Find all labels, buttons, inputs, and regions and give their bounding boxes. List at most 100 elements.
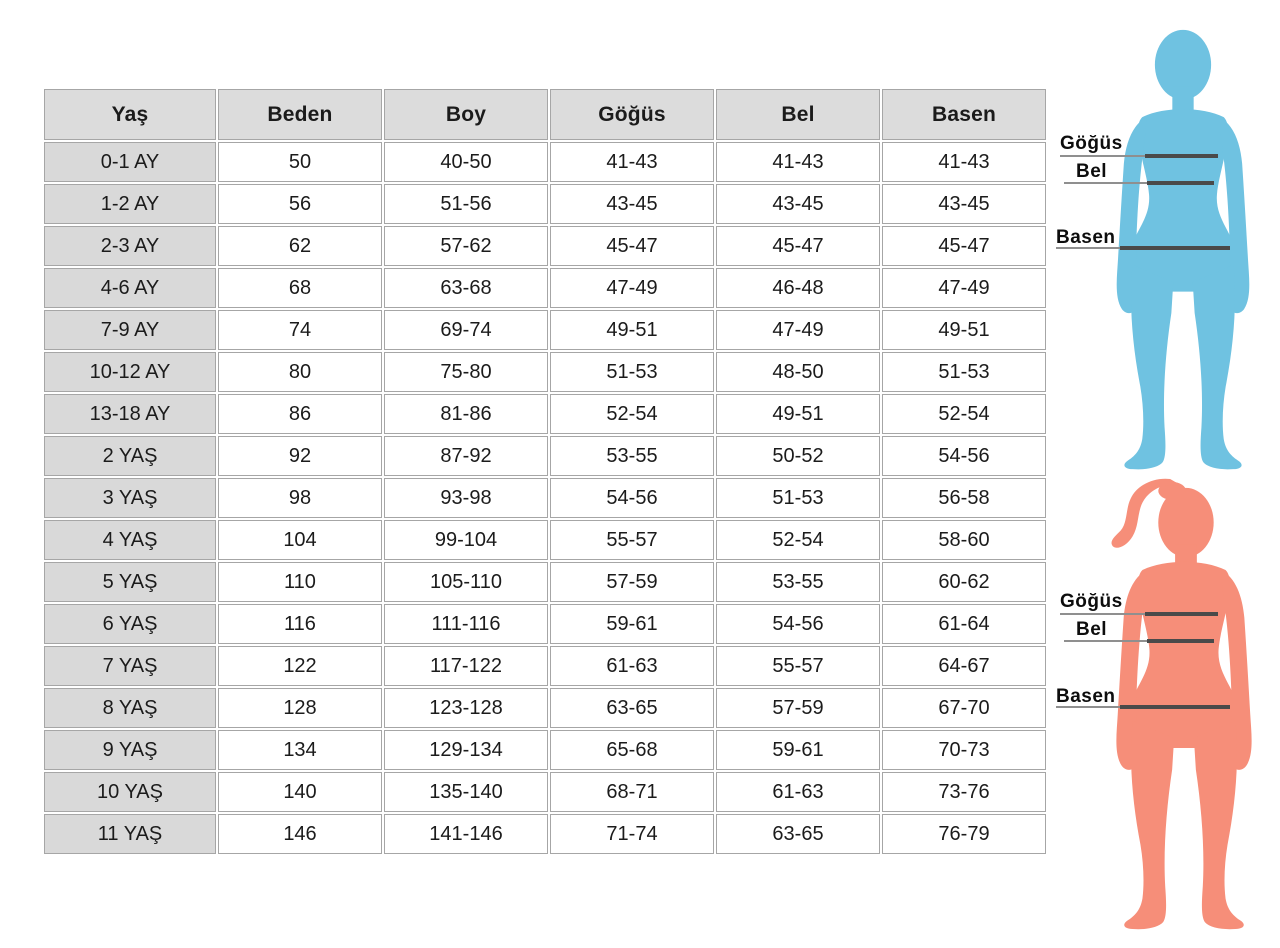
row-label-cell: 3 YAŞ xyxy=(44,478,216,518)
figures-panel: Göğüs Bel Basen Göğüs Bel Basen xyxy=(1050,0,1280,948)
data-cell: 45-47 xyxy=(882,226,1046,266)
data-cell: 53-55 xyxy=(716,562,880,602)
girl-chest-thin-line xyxy=(1060,613,1145,615)
data-cell: 105-110 xyxy=(384,562,548,602)
data-cell: 99-104 xyxy=(384,520,548,560)
data-cell: 61-63 xyxy=(716,772,880,812)
data-cell: 146 xyxy=(218,814,382,854)
girl-silhouette-icon xyxy=(1111,478,1252,930)
data-cell: 43-45 xyxy=(550,184,714,224)
data-cell: 122 xyxy=(218,646,382,686)
data-cell: 141-146 xyxy=(384,814,548,854)
data-cell: 128 xyxy=(218,688,382,728)
data-cell: 43-45 xyxy=(882,184,1046,224)
table-row: 0-1 AY 50 40-50 41-43 41-43 41-43 xyxy=(44,142,1046,182)
boy-chest-thin-line xyxy=(1060,155,1145,157)
data-cell: 59-61 xyxy=(550,604,714,644)
table-row: 5 YAŞ 110 105-110 57-59 53-55 60-62 xyxy=(44,562,1046,602)
data-cell: 63-65 xyxy=(550,688,714,728)
table-row: 2 YAŞ 92 87-92 53-55 50-52 54-56 xyxy=(44,436,1046,476)
header-cell: Beden xyxy=(218,89,382,140)
data-cell: 117-122 xyxy=(384,646,548,686)
boy-chest-measure-line xyxy=(1145,154,1218,158)
data-cell: 52-54 xyxy=(550,394,714,434)
girl-chest-measure-line xyxy=(1145,612,1218,616)
row-label-cell: 1-2 AY xyxy=(44,184,216,224)
boy-waist-measure-line xyxy=(1147,181,1214,185)
table-row: 9 YAŞ 134 129-134 65-68 59-61 70-73 xyxy=(44,730,1046,770)
girl-waist-thin-line xyxy=(1064,640,1147,642)
data-cell: 60-62 xyxy=(882,562,1046,602)
data-cell: 56 xyxy=(218,184,382,224)
data-cell: 45-47 xyxy=(550,226,714,266)
data-cell: 52-54 xyxy=(716,520,880,560)
row-label-cell: 2-3 AY xyxy=(44,226,216,266)
table-row: 2-3 AY 62 57-62 45-47 45-47 45-47 xyxy=(44,226,1046,266)
boy-waist-label: Bel xyxy=(1076,161,1108,182)
table-row: 11 YAŞ 146 141-146 71-74 63-65 76-79 xyxy=(44,814,1046,854)
table-row: 3 YAŞ 98 93-98 54-56 51-53 56-58 xyxy=(44,478,1046,518)
data-cell: 68-71 xyxy=(550,772,714,812)
data-cell: 87-92 xyxy=(384,436,548,476)
header-row: Yaş Beden Boy Göğüs Bel Basen xyxy=(44,89,1046,140)
data-cell: 73-76 xyxy=(882,772,1046,812)
size-chart-table: Yaş Beden Boy Göğüs Bel Basen 0-1 AY 50 40-50 41… xyxy=(42,87,1048,856)
girl-hip-measure-line xyxy=(1120,705,1230,709)
data-cell: 57-59 xyxy=(716,688,880,728)
data-cell: 61-64 xyxy=(882,604,1046,644)
data-cell: 140 xyxy=(218,772,382,812)
data-cell: 43-45 xyxy=(716,184,880,224)
data-cell: 52-54 xyxy=(882,394,1046,434)
header-cell: Basen xyxy=(882,89,1046,140)
data-cell: 47-49 xyxy=(550,268,714,308)
data-cell: 76-79 xyxy=(882,814,1046,854)
row-label-cell: 7-9 AY xyxy=(44,310,216,350)
data-cell: 50 xyxy=(218,142,382,182)
row-label-cell: 10-12 AY xyxy=(44,352,216,392)
data-cell: 75-80 xyxy=(384,352,548,392)
data-cell: 61-63 xyxy=(550,646,714,686)
data-cell: 45-47 xyxy=(716,226,880,266)
row-label-cell: 4 YAŞ xyxy=(44,520,216,560)
data-cell: 55-57 xyxy=(716,646,880,686)
data-cell: 58-60 xyxy=(882,520,1046,560)
row-label-cell: 0-1 AY xyxy=(44,142,216,182)
data-cell: 86 xyxy=(218,394,382,434)
boy-hip-label: Basen xyxy=(1056,227,1116,248)
girl-chest-label: Göğüs xyxy=(1060,591,1123,612)
data-cell: 40-50 xyxy=(384,142,548,182)
boy-hip-thin-line xyxy=(1056,247,1120,249)
data-cell: 47-49 xyxy=(716,310,880,350)
row-label-cell: 2 YAŞ xyxy=(44,436,216,476)
data-cell: 46-48 xyxy=(716,268,880,308)
data-cell: 54-56 xyxy=(716,604,880,644)
data-cell: 98 xyxy=(218,478,382,518)
data-cell: 49-51 xyxy=(882,310,1046,350)
data-cell: 57-62 xyxy=(384,226,548,266)
data-cell: 54-56 xyxy=(882,436,1046,476)
girl-hip-label: Basen xyxy=(1056,686,1116,707)
data-cell: 49-51 xyxy=(716,394,880,434)
girl-hip-thin-line xyxy=(1056,706,1120,708)
data-cell: 68 xyxy=(218,268,382,308)
row-label-cell: 10 YAŞ xyxy=(44,772,216,812)
table-row: 4 YAŞ 104 99-104 55-57 52-54 58-60 xyxy=(44,520,1046,560)
data-cell: 67-70 xyxy=(882,688,1046,728)
header-cell: Göğüs xyxy=(550,89,714,140)
data-cell: 47-49 xyxy=(882,268,1046,308)
table-body: 0-1 AY 50 40-50 41-43 41-43 41-43 1-2 AY 56 51-5… xyxy=(44,142,1046,854)
row-label-cell: 9 YAŞ xyxy=(44,730,216,770)
girl-waist-label: Bel xyxy=(1076,619,1108,640)
data-cell: 53-55 xyxy=(550,436,714,476)
data-cell: 93-98 xyxy=(384,478,548,518)
table-row: 6 YAŞ 116 111-116 59-61 54-56 61-64 xyxy=(44,604,1046,644)
data-cell: 129-134 xyxy=(384,730,548,770)
data-cell: 55-57 xyxy=(550,520,714,560)
row-label-cell: 7 YAŞ xyxy=(44,646,216,686)
data-cell: 54-56 xyxy=(550,478,714,518)
header-cell: Bel xyxy=(716,89,880,140)
data-cell: 63-68 xyxy=(384,268,548,308)
data-cell: 123-128 xyxy=(384,688,548,728)
data-cell: 51-53 xyxy=(716,478,880,518)
table-row: 13-18 AY 86 81-86 52-54 49-51 52-54 xyxy=(44,394,1046,434)
